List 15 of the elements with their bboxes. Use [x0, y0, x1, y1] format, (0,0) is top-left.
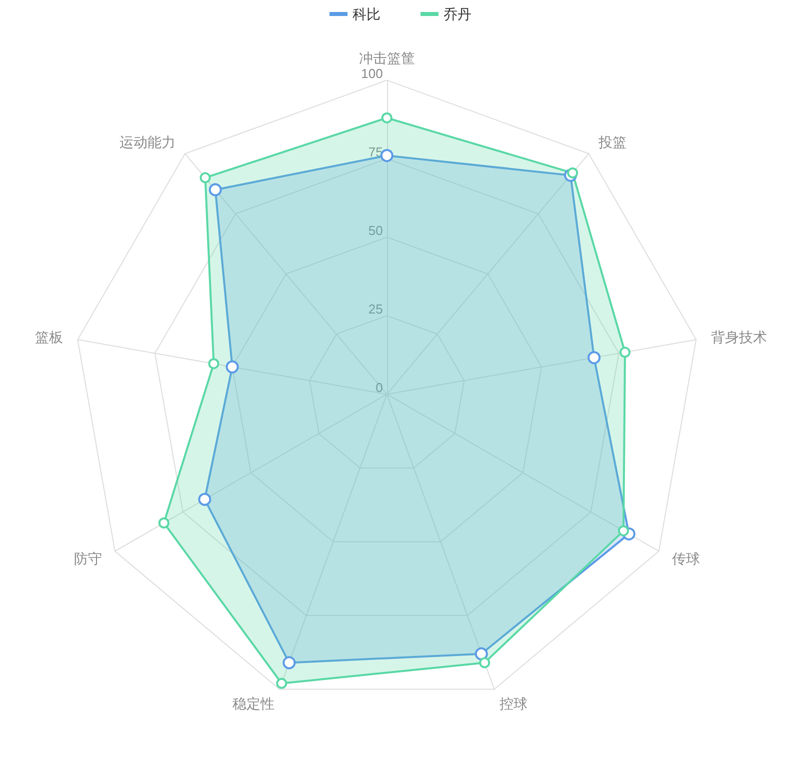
y-tick-label: 0: [376, 380, 383, 396]
spoke-label: 运动能力: [119, 134, 176, 150]
legend-label: 乔丹: [444, 6, 472, 22]
spoke-label: 传球: [672, 550, 700, 567]
spoke-label: 投篮: [597, 134, 626, 150]
spoke-label: 稳定性: [232, 695, 274, 712]
spoke-label: 冲击篮筐: [358, 50, 415, 66]
y-tick-label: 50: [368, 223, 383, 238]
y-tick-label: 25: [368, 302, 383, 317]
legend-label: 科比: [352, 6, 380, 22]
spoke-label: 防守: [74, 550, 102, 567]
spoke-label: 篮板: [34, 329, 63, 346]
y-tick-label: 100: [361, 66, 383, 82]
spoke-label: 控球: [499, 695, 528, 712]
spoke-label: 背身技术: [710, 329, 767, 346]
